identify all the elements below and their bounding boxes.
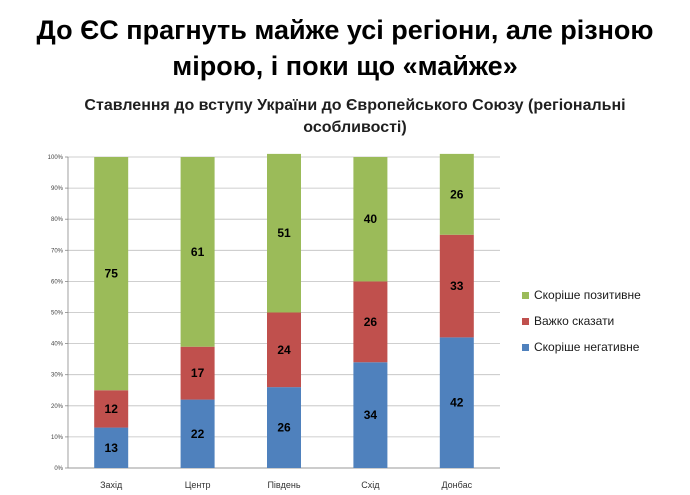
bar-segment: [267, 312, 301, 388]
legend-swatch: [522, 292, 529, 299]
y-tick-label: 70%: [51, 248, 64, 254]
y-tick-label: 10%: [51, 435, 64, 441]
bars: [94, 153, 474, 468]
legend-label: Важко сказати: [534, 314, 614, 328]
bar-segment: [353, 362, 388, 468]
y-tick-label: 30%: [51, 373, 64, 379]
data-label: 51: [277, 226, 291, 240]
data-label: 12: [105, 402, 119, 416]
legend: Скоріше позитивне Важко сказати Скоріше не…: [522, 288, 641, 354]
data-label: 17: [191, 366, 205, 380]
legend-label: Скоріше позитивне: [534, 288, 641, 302]
data-label: 61: [191, 245, 205, 259]
bar-segment: [94, 427, 129, 468]
data-labels: 13 12 75 22 17 61 26 24 51 34 26 40 42 33 26: [105, 187, 464, 454]
data-label: 24: [277, 343, 291, 357]
data-label: 26: [450, 187, 464, 201]
data-label: 34: [364, 408, 378, 422]
x-tick-label: Донбас: [441, 480, 472, 490]
x-tick-label: Захід: [100, 480, 123, 490]
bar-segment: [180, 399, 215, 468]
bar-segment: [94, 390, 129, 428]
bar-segment: [439, 337, 474, 468]
chart-title-line-2: особливості): [303, 119, 407, 136]
bar-segment: [180, 346, 215, 400]
x-axis: Захід Центр Південь Схід Донбас: [100, 480, 473, 490]
legend-swatch: [522, 344, 529, 351]
slide-title-line-1: До ЄС прагнуть майже усі регіони, але рі…: [36, 15, 654, 45]
y-tick-label: 0%: [54, 466, 63, 472]
y-tick-label: 80%: [51, 217, 64, 223]
bar-segment: [267, 153, 301, 313]
chart-title-line-1: Ставлення до вступу України до Європейсь…: [84, 97, 626, 114]
x-tick-label: Південь: [267, 480, 300, 490]
chart-title: Ставлення до вступу України до Європейсь…: [40, 95, 670, 139]
y-tick-label: 20%: [51, 404, 64, 410]
y-tick-label: 90%: [51, 186, 64, 192]
bar-segment: [439, 234, 474, 338]
data-label: 26: [364, 315, 378, 329]
x-tick-label: Центр: [185, 480, 211, 490]
slide-title: До ЄС прагнуть майже усі регіони, але рі…: [0, 12, 690, 84]
data-label: 22: [191, 427, 205, 441]
bar-segment: [353, 281, 388, 363]
legend-label: Скоріше негативне: [534, 340, 640, 354]
bar-segment: [180, 157, 215, 347]
data-label: 33: [450, 279, 464, 293]
data-label: 75: [105, 267, 119, 281]
data-label: 13: [105, 441, 119, 455]
y-tick-label: 50%: [51, 311, 64, 317]
y-tick-label: 100%: [48, 155, 64, 161]
y-tick-label: 60%: [51, 279, 64, 285]
y-tick-label: 40%: [51, 342, 64, 348]
bar-segment: [353, 157, 388, 282]
slide-title-line-2: мірою, і поки що «майже»: [172, 51, 518, 81]
x-tick-label: Схід: [361, 480, 380, 490]
bar-segment: [94, 157, 129, 391]
data-label: 42: [450, 396, 464, 410]
bar-segment: [439, 153, 474, 235]
data-label: 26: [277, 421, 291, 435]
data-label: 40: [364, 212, 378, 226]
legend-swatch: [522, 318, 529, 325]
bar-segment: [267, 387, 301, 468]
